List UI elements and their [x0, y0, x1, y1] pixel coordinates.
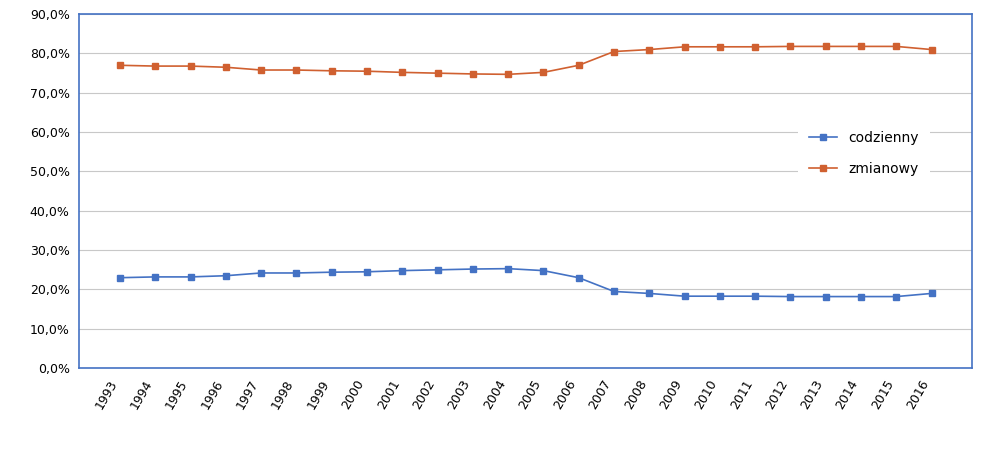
codzienny	[432, 267, 443, 273]
codzienny	[679, 293, 690, 299]
codzienny	[361, 269, 373, 275]
zmianowy	[749, 44, 761, 50]
codzienny	[819, 294, 831, 299]
codzienny	[396, 268, 408, 273]
codzienny	[644, 291, 656, 296]
Line: codzienny: codzienny	[117, 266, 934, 299]
zmianowy	[855, 43, 867, 49]
Line: zmianowy: zmianowy	[117, 43, 934, 77]
Legend: codzienny, zmianowy: codzienny, zmianowy	[798, 120, 930, 187]
zmianowy	[679, 44, 690, 50]
zmianowy	[502, 71, 514, 77]
codzienny	[749, 293, 761, 299]
zmianowy	[149, 63, 161, 69]
zmianowy	[785, 43, 797, 49]
zmianowy	[255, 67, 267, 73]
codzienny	[855, 294, 867, 299]
codzienny	[926, 291, 937, 296]
codzienny	[572, 275, 584, 280]
codzienny	[502, 266, 514, 271]
zmianowy	[644, 47, 656, 52]
zmianowy	[538, 69, 550, 75]
codzienny	[291, 270, 303, 276]
zmianowy	[432, 70, 443, 76]
zmianowy	[291, 67, 303, 73]
zmianowy	[608, 49, 620, 54]
zmianowy	[714, 44, 726, 50]
codzienny	[325, 270, 337, 275]
codzienny	[149, 274, 161, 280]
zmianowy	[114, 62, 126, 68]
codzienny	[220, 273, 232, 278]
zmianowy	[467, 71, 479, 77]
zmianowy	[891, 43, 903, 49]
zmianowy	[396, 69, 408, 75]
codzienny	[891, 294, 903, 299]
codzienny	[255, 270, 267, 276]
codzienny	[538, 268, 550, 273]
codzienny	[185, 274, 196, 280]
codzienny	[114, 275, 126, 280]
codzienny	[608, 288, 620, 295]
codzienny	[785, 294, 797, 299]
zmianowy	[361, 68, 373, 74]
zmianowy	[185, 63, 196, 69]
codzienny	[714, 293, 726, 299]
zmianowy	[926, 47, 937, 52]
zmianowy	[572, 62, 584, 68]
zmianowy	[325, 68, 337, 74]
zmianowy	[819, 43, 831, 49]
codzienny	[467, 266, 479, 272]
zmianowy	[220, 64, 232, 70]
